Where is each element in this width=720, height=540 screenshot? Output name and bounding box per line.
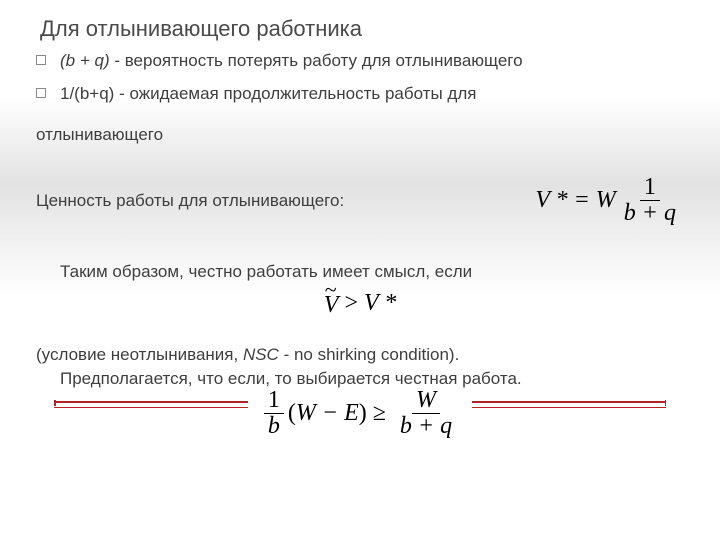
nsc-abbr: NSC (243, 345, 279, 364)
formula-lhs: V * = (535, 187, 589, 214)
final-formula: 1 b ( W − E ) ≥ W b + q (248, 388, 472, 439)
final-formula-row: 1 b ( W − E ) ≥ W b + q (36, 388, 684, 439)
continuation-line: отлынивающего (36, 124, 684, 147)
bullet-text: 1/(b+q) - ожидаемая продолжительность ра… (60, 84, 476, 103)
nsc-block: (условие неотлынивания, NSC - no shirkin… (36, 343, 684, 391)
nsc-text-b: - no shirking condition). (279, 345, 459, 364)
gt-sign: > (344, 290, 358, 317)
frac-den: b + q (620, 201, 680, 226)
thus-line: Таким образом, честно работать имеет смы… (36, 262, 684, 282)
nsc-text-a: (условие неотлынивания, (36, 345, 243, 364)
bullet-lead: (b + q) (60, 51, 110, 70)
inequality-formula: ~ V > V * (324, 288, 396, 319)
v-tilde: ~ V (324, 288, 339, 319)
paren-l: ( (288, 400, 296, 427)
frac-right: W b + q (396, 388, 456, 439)
slide-title: Для отлынивающего работника (40, 16, 684, 42)
slide: Для отлынивающего работника (b + q) - ве… (0, 0, 720, 540)
frac-num: 1 (644, 174, 656, 200)
frac-left: 1 b (264, 388, 284, 439)
value-label: Ценность работы для отлынивающего: (36, 191, 344, 211)
bullet-item: 1/(b+q) - ожидаемая продолжительность ра… (36, 83, 684, 106)
inequality-row: ~ V > V * (36, 288, 684, 319)
formula-w: W (596, 187, 616, 214)
v-star: V * (364, 290, 396, 317)
ge-sign: ≥ (373, 400, 386, 427)
fraction: 1 b + q (620, 175, 680, 226)
inside: W − E (296, 400, 359, 427)
value-formula: V * = W 1 b + q (535, 175, 684, 226)
bullet-item: (b + q) - вероятность потерять работу дл… (36, 50, 684, 73)
paren-r: ) (359, 400, 367, 427)
bullet-text: - вероятность потерять работу для отлыни… (110, 51, 523, 70)
bullet-list: (b + q) - вероятность потерять работу дл… (36, 50, 684, 106)
value-row: Ценность работы для отлынивающего: V * =… (36, 175, 684, 226)
